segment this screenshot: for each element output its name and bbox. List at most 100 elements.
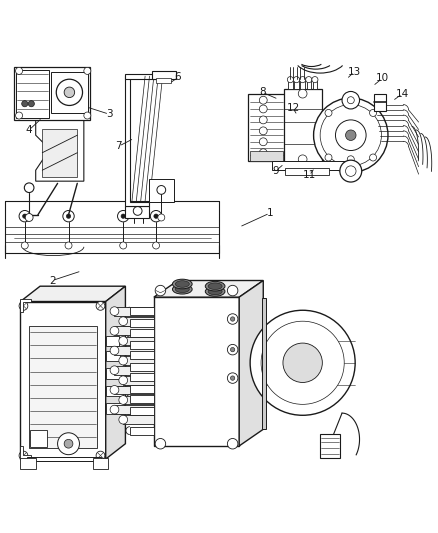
Circle shape bbox=[22, 214, 27, 219]
Circle shape bbox=[117, 211, 129, 222]
Circle shape bbox=[64, 439, 73, 448]
Circle shape bbox=[259, 96, 267, 104]
Text: 11: 11 bbox=[302, 171, 315, 181]
Circle shape bbox=[66, 214, 71, 219]
Text: 12: 12 bbox=[286, 103, 299, 113]
Bar bbox=[373, 94, 385, 111]
Circle shape bbox=[110, 405, 119, 414]
Circle shape bbox=[369, 154, 376, 161]
Circle shape bbox=[119, 415, 127, 424]
Text: 1: 1 bbox=[266, 208, 272, 218]
Circle shape bbox=[156, 185, 165, 195]
Text: 6: 6 bbox=[174, 72, 181, 83]
Circle shape bbox=[335, 120, 365, 150]
Circle shape bbox=[324, 154, 331, 161]
Bar bbox=[288, 79, 292, 89]
Circle shape bbox=[119, 336, 127, 345]
Polygon shape bbox=[106, 368, 121, 379]
Polygon shape bbox=[106, 286, 125, 459]
Circle shape bbox=[19, 451, 28, 460]
Bar bbox=[20, 458, 35, 469]
Ellipse shape bbox=[208, 288, 222, 295]
Circle shape bbox=[261, 321, 343, 405]
Polygon shape bbox=[106, 351, 120, 361]
Polygon shape bbox=[20, 286, 125, 302]
Polygon shape bbox=[247, 94, 285, 161]
Polygon shape bbox=[106, 336, 119, 346]
Text: 14: 14 bbox=[395, 88, 408, 99]
Circle shape bbox=[345, 130, 355, 141]
Circle shape bbox=[84, 112, 91, 119]
Circle shape bbox=[119, 317, 127, 326]
Circle shape bbox=[259, 127, 267, 135]
Circle shape bbox=[110, 307, 119, 316]
Circle shape bbox=[15, 112, 22, 119]
Circle shape bbox=[150, 211, 161, 222]
Circle shape bbox=[299, 77, 305, 83]
Circle shape bbox=[259, 138, 267, 146]
Polygon shape bbox=[114, 326, 153, 335]
Bar bbox=[151, 71, 175, 79]
Circle shape bbox=[227, 285, 237, 296]
Circle shape bbox=[339, 160, 361, 182]
Bar bbox=[155, 78, 171, 83]
Bar bbox=[51, 72, 88, 114]
Circle shape bbox=[56, 79, 82, 106]
Circle shape bbox=[297, 89, 306, 98]
Ellipse shape bbox=[205, 281, 224, 291]
Polygon shape bbox=[125, 76, 149, 206]
Circle shape bbox=[319, 104, 381, 166]
Ellipse shape bbox=[175, 286, 189, 293]
Polygon shape bbox=[114, 307, 153, 316]
Circle shape bbox=[65, 242, 72, 249]
Circle shape bbox=[227, 439, 237, 449]
Circle shape bbox=[227, 314, 237, 324]
Circle shape bbox=[152, 242, 159, 249]
Circle shape bbox=[250, 310, 354, 415]
Polygon shape bbox=[272, 161, 350, 170]
Bar bbox=[262, 298, 265, 429]
Ellipse shape bbox=[208, 283, 222, 289]
Circle shape bbox=[133, 207, 142, 215]
Polygon shape bbox=[130, 407, 153, 415]
Circle shape bbox=[230, 376, 234, 380]
Circle shape bbox=[345, 166, 355, 176]
Bar bbox=[300, 79, 304, 89]
Circle shape bbox=[346, 156, 353, 163]
Circle shape bbox=[341, 92, 359, 109]
Bar bbox=[319, 434, 339, 458]
Text: 8: 8 bbox=[258, 87, 265, 98]
Circle shape bbox=[313, 98, 387, 172]
Circle shape bbox=[96, 451, 105, 460]
Circle shape bbox=[120, 242, 127, 249]
Circle shape bbox=[64, 87, 74, 98]
Circle shape bbox=[369, 109, 376, 116]
Bar bbox=[30, 430, 47, 447]
Circle shape bbox=[297, 155, 306, 164]
Circle shape bbox=[324, 109, 331, 116]
Polygon shape bbox=[114, 385, 153, 394]
Polygon shape bbox=[123, 395, 153, 405]
Polygon shape bbox=[153, 297, 239, 446]
Circle shape bbox=[110, 326, 119, 335]
Polygon shape bbox=[114, 366, 153, 375]
Circle shape bbox=[259, 116, 267, 124]
Circle shape bbox=[155, 285, 165, 296]
Polygon shape bbox=[20, 300, 31, 312]
Bar bbox=[92, 458, 108, 469]
Circle shape bbox=[110, 385, 119, 394]
Circle shape bbox=[287, 77, 293, 83]
Polygon shape bbox=[114, 346, 153, 355]
Circle shape bbox=[259, 149, 267, 157]
Circle shape bbox=[153, 214, 158, 219]
Bar bbox=[293, 79, 298, 89]
Polygon shape bbox=[20, 302, 106, 459]
Circle shape bbox=[21, 242, 28, 249]
Circle shape bbox=[84, 67, 91, 75]
Text: 7: 7 bbox=[115, 141, 122, 151]
Polygon shape bbox=[35, 120, 84, 181]
Text: 4: 4 bbox=[26, 125, 32, 135]
Text: 9: 9 bbox=[272, 166, 278, 176]
Polygon shape bbox=[239, 280, 263, 446]
Circle shape bbox=[259, 105, 267, 113]
